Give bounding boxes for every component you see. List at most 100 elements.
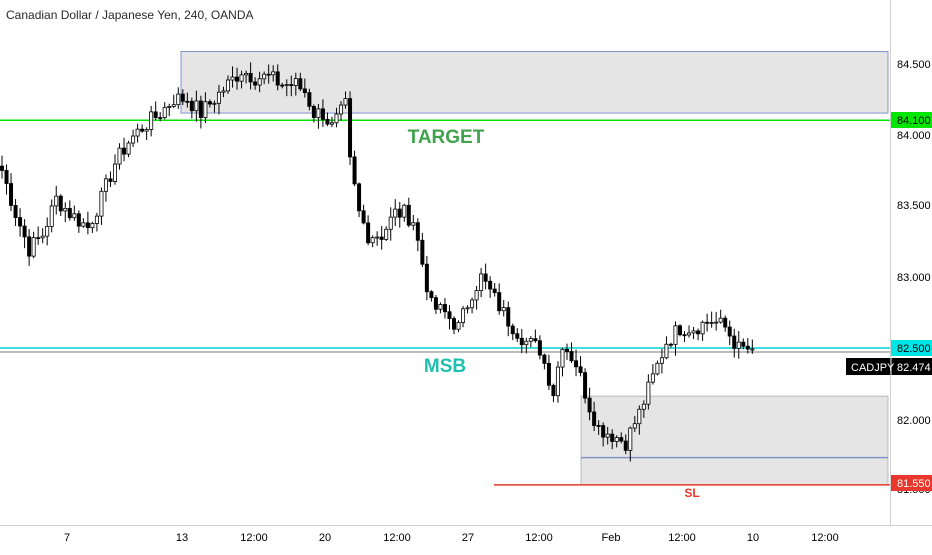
candle-up xyxy=(167,106,172,108)
candle-down xyxy=(537,340,542,356)
candle-up xyxy=(614,437,619,442)
candle-up xyxy=(691,330,696,334)
candle-down xyxy=(76,213,81,227)
candle-down xyxy=(22,225,27,238)
target-price-tag: 84.100 xyxy=(891,112,932,128)
candle-down xyxy=(483,273,488,282)
candle-up xyxy=(637,408,642,425)
candle-series xyxy=(0,62,755,462)
candle-up xyxy=(528,338,533,342)
candle-up xyxy=(641,403,646,410)
candle-up xyxy=(605,433,610,438)
candle-down xyxy=(696,330,701,335)
candle-down xyxy=(578,366,583,374)
candle-up xyxy=(63,208,68,212)
candle-up xyxy=(655,362,660,375)
candle-down xyxy=(266,73,271,76)
candle-up xyxy=(135,128,140,137)
candle-up xyxy=(49,205,54,227)
candle-up xyxy=(171,104,176,107)
candle-up xyxy=(334,113,339,124)
candle-up xyxy=(718,317,723,323)
candle-up xyxy=(646,381,651,405)
candle-down xyxy=(678,325,683,336)
candle-down xyxy=(357,183,362,212)
y-tick-label: 83.500 xyxy=(897,200,931,212)
candle-up xyxy=(750,348,755,351)
candle-down xyxy=(289,84,294,86)
candle-up xyxy=(470,299,475,309)
candle-up xyxy=(465,307,470,310)
candle-down xyxy=(140,128,145,132)
candle-up xyxy=(293,78,298,86)
candle-down xyxy=(741,341,746,347)
candle-up xyxy=(375,236,380,239)
candle-up xyxy=(384,228,389,240)
svg-text:81.550: 81.550 xyxy=(897,478,931,490)
candle-down xyxy=(58,195,63,212)
y-tick-label: 82.000 xyxy=(897,415,931,427)
x-tick-label: 12:00 xyxy=(811,532,839,544)
candle-up xyxy=(402,204,407,218)
candle-up xyxy=(90,223,95,229)
candle-down xyxy=(619,437,624,442)
svg-text:82.500: 82.500 xyxy=(897,343,931,355)
candle-down xyxy=(379,236,384,240)
candle-up xyxy=(203,101,208,118)
candle-down xyxy=(320,108,325,120)
x-tick-label: 12:00 xyxy=(383,532,411,544)
sl-label: SL xyxy=(684,486,699,500)
candle-down xyxy=(248,72,253,83)
candle-down xyxy=(583,372,588,399)
demand-zone xyxy=(580,395,889,486)
candle-down xyxy=(253,81,258,86)
candle-up xyxy=(257,78,262,86)
candle-up xyxy=(144,129,149,132)
candle-up xyxy=(45,225,50,237)
candle-up xyxy=(316,108,321,118)
candle-up xyxy=(700,321,705,335)
x-tick-label: 12:00 xyxy=(240,532,268,544)
candle-up xyxy=(411,222,416,226)
candle-down xyxy=(623,440,628,451)
price-axis[interactable]: 84.500 84.000 83.500 83.000 82.000 81.50… xyxy=(897,59,931,496)
candle-down xyxy=(429,291,434,299)
candle-up xyxy=(628,427,633,451)
x-tick-label: 20 xyxy=(319,532,331,544)
candle-down xyxy=(307,92,312,107)
candle-down xyxy=(515,333,520,339)
candle-down xyxy=(497,292,502,312)
candle-up xyxy=(162,107,167,119)
candle-down xyxy=(610,433,615,442)
candle-up xyxy=(194,100,199,112)
candle-down xyxy=(122,147,127,155)
candle-down xyxy=(198,100,203,118)
candle-up xyxy=(239,74,244,82)
candle-down xyxy=(158,117,163,119)
candle-down xyxy=(519,337,524,346)
candle-down xyxy=(325,118,330,125)
candle-down xyxy=(506,307,511,327)
candle-down xyxy=(668,343,673,346)
x-tick-label: Feb xyxy=(602,532,621,544)
candle-up xyxy=(94,215,99,224)
candle-down xyxy=(153,111,158,118)
candle-down xyxy=(361,210,366,224)
y-tick-label: 83.000 xyxy=(897,272,931,284)
candle-up xyxy=(338,104,343,115)
y-tick-label: 84.000 xyxy=(897,130,931,142)
x-tick-label: 7 xyxy=(64,532,70,544)
candle-down xyxy=(311,105,316,118)
candle-up xyxy=(284,84,289,86)
candle-up xyxy=(329,122,334,125)
candle-down xyxy=(551,384,556,397)
candle-down xyxy=(592,411,597,426)
candle-up xyxy=(736,341,741,349)
candle-down xyxy=(36,237,41,240)
candle-down xyxy=(488,280,493,290)
candle-down xyxy=(108,178,113,182)
candle-up xyxy=(225,79,230,92)
time-axis[interactable]: 7 13 12:00 20 12:00 27 12:00 Feb 12:00 1… xyxy=(64,532,839,544)
candle-up xyxy=(393,208,398,218)
